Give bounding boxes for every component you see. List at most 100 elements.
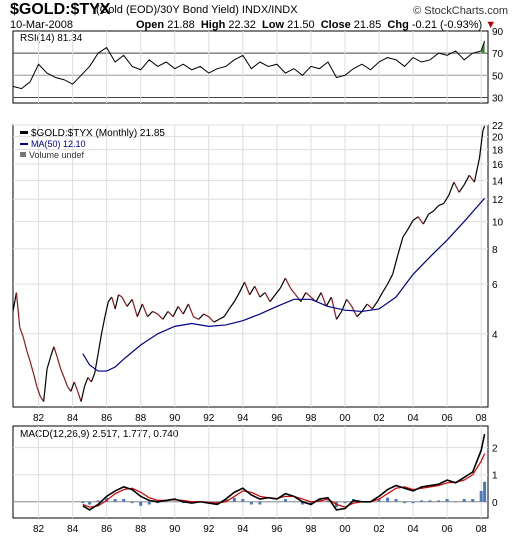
price-segment-94 bbox=[433, 205, 440, 212]
macd-xtick-96: 96 bbox=[271, 524, 283, 535]
price-segment-4 bbox=[22, 336, 28, 351]
price-segment-104 bbox=[482, 125, 486, 131]
macd-hist-bar-10 bbox=[164, 501, 168, 503]
price-segment-8 bbox=[36, 386, 41, 397]
macd-hist-bar-37 bbox=[394, 499, 398, 502]
price-segment-55 bbox=[233, 292, 240, 302]
price-segment-48 bbox=[198, 313, 205, 320]
macd-signal-line bbox=[82, 453, 486, 508]
macd-line bbox=[82, 433, 486, 511]
macd-hist-bar-23 bbox=[275, 501, 279, 503]
price-xtick-98: 98 bbox=[305, 413, 317, 424]
price-segment-35 bbox=[131, 299, 138, 317]
price-segment-68 bbox=[300, 292, 307, 302]
price-segment-87 bbox=[397, 237, 404, 256]
price-segment-50 bbox=[208, 316, 215, 323]
price-segment-41 bbox=[162, 311, 169, 320]
price-segment-37 bbox=[141, 303, 149, 317]
price-segment-60 bbox=[259, 292, 266, 298]
price-segment-17 bbox=[66, 386, 72, 392]
macd-hist-bar-27 bbox=[309, 501, 313, 505]
price-segment-25 bbox=[94, 353, 99, 374]
price-xtick-90: 90 bbox=[169, 413, 181, 424]
price-segment-21 bbox=[80, 386, 86, 402]
price-segment-22 bbox=[83, 377, 89, 387]
chart-symbol: $GOLD:$TYX bbox=[10, 1, 111, 18]
price-segment-86 bbox=[392, 255, 399, 275]
price-segment-28 bbox=[104, 301, 109, 317]
price-ytick-22: 22 bbox=[492, 121, 504, 132]
price-segment-31 bbox=[114, 294, 120, 310]
macd-ytick-2: 2 bbox=[492, 444, 498, 455]
price-segment-103 bbox=[478, 130, 484, 159]
price-ytick-10: 10 bbox=[492, 218, 504, 229]
close-label: Close bbox=[320, 19, 351, 31]
macd-xtick-08: 08 bbox=[476, 524, 488, 535]
macd-hist-bar-22 bbox=[266, 501, 270, 503]
price-segment-40 bbox=[157, 313, 164, 320]
price-segment-13 bbox=[53, 346, 58, 358]
price-segment-100 bbox=[463, 174, 470, 186]
price-segment-3 bbox=[19, 327, 24, 338]
legend-ma: MA(50) 12.10 bbox=[31, 139, 86, 149]
price-ytick-6: 6 bbox=[492, 280, 498, 291]
price-segment-47 bbox=[193, 316, 199, 320]
price-segment-45 bbox=[182, 303, 189, 315]
price-segment-99 bbox=[458, 184, 465, 193]
macd-xtick-82: 82 bbox=[33, 524, 45, 535]
macd-hist-bar-4 bbox=[113, 499, 117, 502]
macd-hist-bar-19 bbox=[241, 499, 245, 502]
rsi-line bbox=[12, 40, 486, 90]
high-value: 22.32 bbox=[228, 19, 256, 31]
price-ytick-18: 18 bbox=[492, 146, 504, 157]
macd-xtick-94: 94 bbox=[237, 524, 249, 535]
legend-swatch-ma bbox=[20, 143, 28, 145]
rsi-ytick-90: 90 bbox=[492, 27, 504, 38]
macd-hist-bar-41 bbox=[428, 500, 432, 502]
price-segment-51 bbox=[213, 318, 220, 323]
macd-hist-bar-44 bbox=[454, 501, 458, 503]
macd-panel: MACD(12,26,9) 2.517, 1.777, 0.740 0 1 2 bbox=[12, 425, 498, 519]
macd-hist-bar-1 bbox=[88, 501, 92, 505]
macd-hist-bar-29 bbox=[326, 500, 330, 502]
price-segment-73 bbox=[325, 296, 332, 307]
price-segment-15 bbox=[60, 368, 65, 378]
macd-hist-bar-7 bbox=[139, 501, 143, 506]
macd-ytick-1: 1 bbox=[492, 471, 498, 482]
legend-volume: Volume undef bbox=[29, 150, 85, 160]
macd-xtick-04: 04 bbox=[408, 524, 420, 535]
price-segment-88 bbox=[402, 228, 409, 238]
price-segment-14 bbox=[56, 357, 62, 370]
price-segment-1 bbox=[12, 292, 17, 312]
legend-swatch-price bbox=[20, 131, 28, 134]
price-segment-57 bbox=[243, 281, 251, 296]
chg-label: Chg bbox=[387, 19, 409, 31]
macd-hist-bar-35 bbox=[377, 499, 381, 502]
macd-xtick-84: 84 bbox=[67, 524, 79, 535]
price-segment-44 bbox=[177, 306, 184, 315]
price-legend: $GOLD:$TYX (Monthly) 21.85 MA(50) 12.10 … bbox=[20, 128, 165, 160]
price-segment-82 bbox=[371, 301, 378, 310]
macd-hist-bar-38 bbox=[403, 501, 407, 504]
rsi-legend: RSI(14) 81.34 bbox=[20, 33, 83, 44]
price-xtick-86: 86 bbox=[101, 413, 113, 424]
price-segment-58 bbox=[249, 285, 256, 296]
macd-xtick-86: 86 bbox=[101, 524, 113, 535]
price-segment-72 bbox=[320, 292, 327, 307]
macd-hist-bar-26 bbox=[300, 501, 304, 505]
price-segment-9 bbox=[39, 396, 45, 402]
macd-hist-bar-43 bbox=[445, 499, 449, 502]
price-segment-33 bbox=[121, 296, 128, 307]
price-segment-2 bbox=[15, 292, 21, 328]
price-segment-12 bbox=[49, 346, 55, 358]
macd-hist-bar-48 bbox=[483, 481, 487, 502]
price-segment-78 bbox=[351, 306, 358, 317]
price-segment-90 bbox=[412, 216, 419, 221]
price-segment-32 bbox=[118, 294, 123, 298]
chart-description: (Gold (EOD)/30Y Bond Yield) INDX/INDX bbox=[96, 4, 298, 16]
legend-swatch-volume bbox=[20, 152, 26, 157]
price-xtick-06: 06 bbox=[442, 413, 454, 424]
high-label: High bbox=[200, 19, 226, 31]
